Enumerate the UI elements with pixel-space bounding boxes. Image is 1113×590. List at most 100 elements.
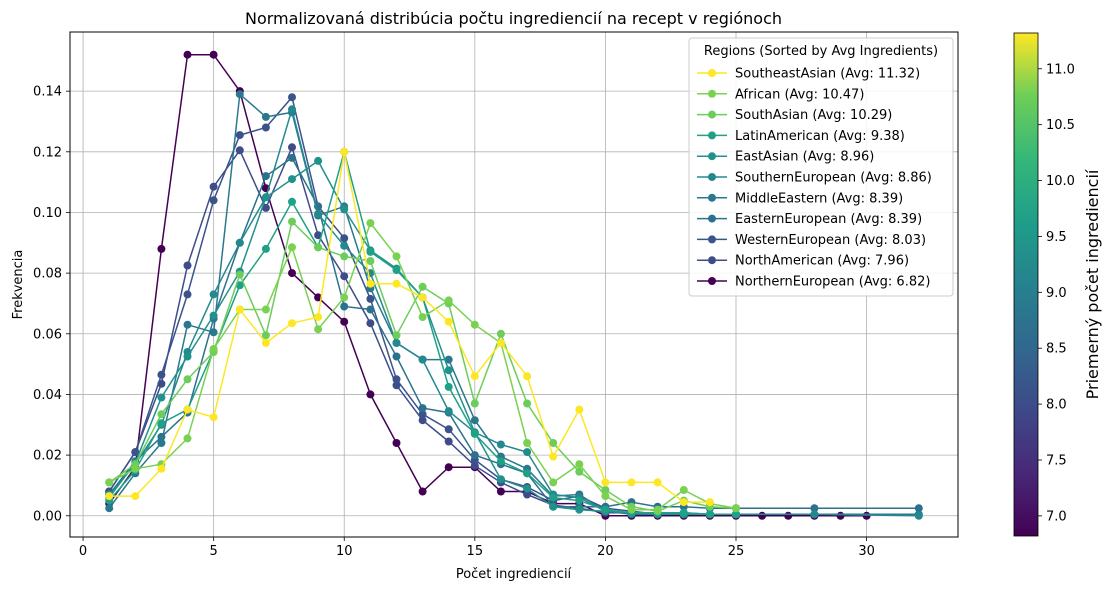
data-point [705, 498, 714, 507]
data-point [209, 182, 218, 191]
data-point [340, 234, 349, 243]
data-point [340, 302, 349, 311]
x-tick-label: 15 [467, 544, 484, 559]
y-axis-label: Frekvencia [11, 250, 26, 320]
data-point [653, 505, 662, 514]
data-point [183, 320, 192, 329]
data-point [444, 296, 453, 305]
data-point [183, 261, 192, 270]
x-tick-label: 25 [728, 544, 745, 559]
data-point [261, 112, 270, 121]
data-point [235, 238, 244, 247]
data-point [340, 147, 349, 156]
data-point [914, 511, 923, 520]
colorbar-tick-label: 8.5 [1046, 342, 1067, 357]
colorbar-label: Priemerný počet ingrediencií [1083, 169, 1102, 399]
data-point [183, 290, 192, 299]
data-point [314, 313, 323, 322]
data-point [366, 219, 375, 228]
data-point [914, 504, 923, 513]
legend-title: Regions (Sorted by Avg Ingredients) [704, 44, 938, 59]
series-line [108, 53, 867, 517]
data-point [340, 317, 349, 326]
y-tick-label: 0.04 [33, 388, 62, 403]
data-point [340, 205, 349, 214]
legend-entry-label: LatinAmerican (Avg: 9.38) [735, 129, 905, 144]
data-point [418, 293, 427, 302]
data-point [523, 372, 532, 381]
legend-marker [708, 110, 716, 119]
series-line [108, 95, 736, 516]
series-line [109, 151, 710, 503]
data-point [131, 464, 140, 473]
legend-entry-label: EastAsian (Avg: 8.96) [735, 150, 874, 165]
data-point [314, 243, 323, 252]
colorbar-tick-label: 8.0 [1046, 398, 1067, 413]
legend-marker [708, 193, 716, 202]
data-point [523, 469, 532, 478]
data-point [523, 399, 532, 408]
legend-marker [708, 69, 716, 77]
colorbar-tick-label: 9.5 [1046, 230, 1067, 245]
data-point [392, 381, 401, 390]
y-tick-label: 0.06 [33, 327, 62, 342]
series-line [108, 159, 736, 516]
series-1 [105, 219, 740, 514]
series-9 [105, 143, 740, 519]
data-point [131, 448, 140, 457]
data-point [261, 123, 270, 132]
data-point [418, 487, 427, 496]
data-point [183, 434, 192, 443]
data-point [470, 399, 479, 408]
data-point [523, 448, 532, 457]
data-point [392, 352, 401, 361]
data-point [444, 437, 453, 446]
data-point [209, 290, 218, 299]
data-point [105, 504, 114, 513]
legend-marker [708, 131, 716, 140]
data-point [261, 331, 270, 340]
data-point [366, 279, 375, 288]
data-point [366, 390, 375, 399]
series-line [108, 221, 737, 511]
data-point [627, 478, 636, 487]
data-point [235, 281, 244, 290]
data-point [679, 498, 688, 507]
data-point [340, 252, 349, 261]
data-point [601, 486, 610, 494]
data-point [157, 244, 166, 253]
series-8 [105, 93, 740, 519]
data-point [157, 464, 166, 473]
legend-entry-label: SouthernEuropean (Avg: 8.86) [735, 171, 932, 186]
data-point [288, 319, 296, 328]
y-axis: 0.00 0.02 0.04 0.06 0.08 0.10 0.12 0.14 [33, 85, 70, 524]
data-point [209, 311, 218, 320]
data-point [288, 93, 296, 102]
x-axis-label: Počet ingrediencií [456, 567, 572, 582]
colorbar-ticks: 7.0 7.5 8.0 8.5 9.0 9.5 10.0 10.5 11.0 [1038, 62, 1075, 524]
data-point [209, 50, 218, 59]
legend-entry-label: WesternEuropean (Avg: 8.03) [735, 233, 926, 248]
data-point [575, 460, 584, 469]
data-point [523, 439, 532, 447]
x-axis: 0 5 10 15 20 25 30 [79, 537, 875, 559]
y-tick-label: 0.02 [33, 449, 62, 464]
data-point [601, 492, 610, 501]
x-tick-label: 10 [336, 544, 353, 559]
data-point [836, 511, 845, 520]
data-point [157, 439, 166, 447]
y-tick-label: 0.10 [33, 206, 62, 221]
y-tick-label: 0.14 [33, 85, 62, 100]
data-point [444, 317, 453, 326]
legend: Regions (Sorted by Avg Ingredients) Sout… [688, 37, 954, 297]
data-point [314, 325, 323, 334]
data-point [209, 345, 218, 353]
data-point [157, 370, 166, 379]
data-point [235, 146, 244, 155]
data-point [496, 475, 505, 484]
data-point [157, 410, 166, 419]
legend-marker [708, 89, 716, 98]
data-point [209, 413, 218, 422]
legend-entry-label: SoutheastAsian (Avg: 11.32) [735, 67, 920, 82]
data-point [183, 375, 192, 384]
